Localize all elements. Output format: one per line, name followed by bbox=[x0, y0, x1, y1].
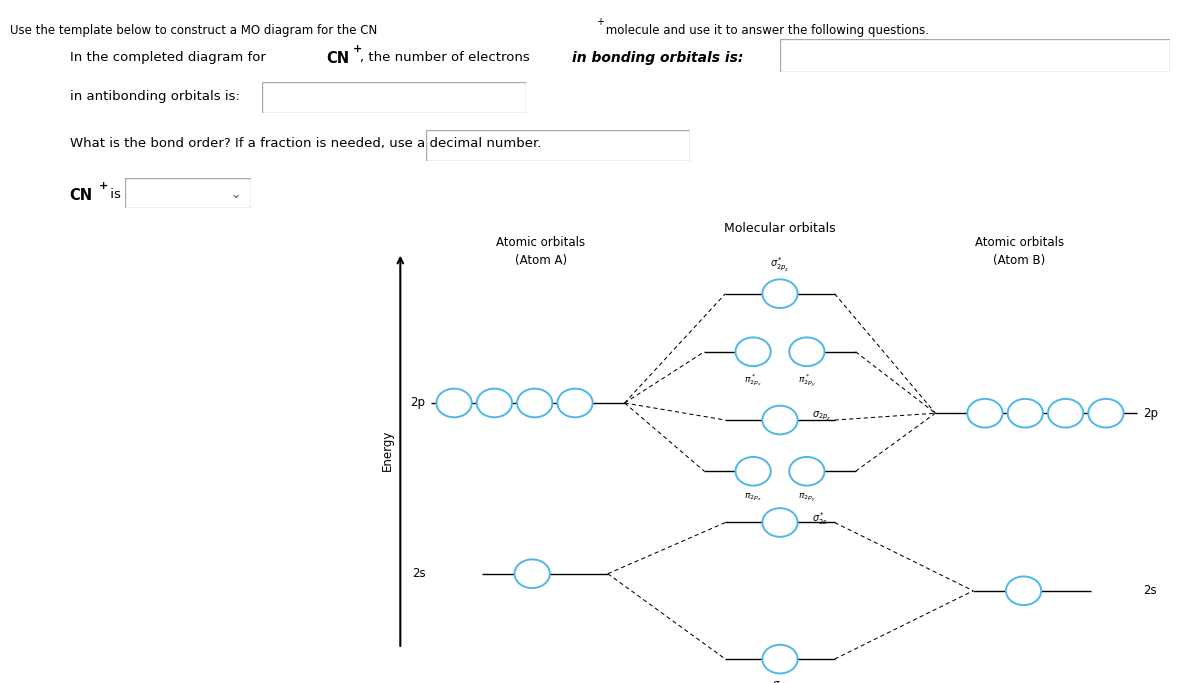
Text: Molecular orbitals: Molecular orbitals bbox=[724, 222, 836, 235]
Circle shape bbox=[437, 389, 472, 417]
Text: +: + bbox=[98, 181, 108, 191]
Text: in bonding orbitals is:: in bonding orbitals is: bbox=[572, 51, 744, 65]
Circle shape bbox=[790, 337, 824, 366]
Circle shape bbox=[517, 389, 552, 417]
Text: is: is bbox=[106, 188, 120, 201]
Circle shape bbox=[515, 559, 550, 588]
Text: $\sigma_{2p_z}$: $\sigma_{2p_z}$ bbox=[812, 410, 832, 422]
Text: $\pi_{2p_y}$: $\pi_{2p_y}$ bbox=[798, 492, 816, 504]
Text: Atomic orbitals
(Atom A): Atomic orbitals (Atom A) bbox=[496, 236, 586, 266]
Circle shape bbox=[762, 279, 798, 308]
Text: Atomic orbitals
(Atom B): Atomic orbitals (Atom B) bbox=[974, 236, 1064, 266]
Text: +: + bbox=[353, 44, 362, 55]
Text: What is the bond order? If a fraction is needed, use a decimal number.: What is the bond order? If a fraction is… bbox=[70, 137, 541, 150]
Circle shape bbox=[1008, 399, 1043, 428]
Circle shape bbox=[762, 406, 798, 434]
Text: $\pi^*_{2p_x}$: $\pi^*_{2p_x}$ bbox=[744, 372, 762, 388]
Text: $\sigma^*_{2p_z}$: $\sigma^*_{2p_z}$ bbox=[770, 255, 790, 273]
Circle shape bbox=[476, 389, 512, 417]
Text: 2s: 2s bbox=[1142, 584, 1157, 598]
Circle shape bbox=[762, 508, 798, 537]
Text: CN: CN bbox=[70, 188, 92, 203]
Circle shape bbox=[736, 457, 770, 486]
Text: CN: CN bbox=[326, 51, 349, 66]
Text: ⌄: ⌄ bbox=[230, 188, 241, 201]
Circle shape bbox=[790, 457, 824, 486]
Text: 2s: 2s bbox=[412, 567, 426, 581]
Text: 2p: 2p bbox=[410, 396, 426, 410]
Text: $\pi^*_{2p_y}$: $\pi^*_{2p_y}$ bbox=[798, 372, 816, 389]
Text: 2p: 2p bbox=[1142, 406, 1158, 420]
Circle shape bbox=[967, 399, 1003, 428]
Text: Energy: Energy bbox=[380, 430, 394, 471]
Circle shape bbox=[762, 645, 798, 673]
Text: , the number of electrons: , the number of electrons bbox=[360, 51, 529, 64]
Text: In the completed diagram for: In the completed diagram for bbox=[70, 51, 270, 64]
Text: Use the template below to construct a MO diagram for the CN: Use the template below to construct a MO… bbox=[10, 24, 377, 37]
Text: molecule and use it to answer the following questions.: molecule and use it to answer the follow… bbox=[602, 24, 930, 37]
Circle shape bbox=[1006, 576, 1042, 605]
Circle shape bbox=[736, 337, 770, 366]
Text: in antibonding orbitals is:: in antibonding orbitals is: bbox=[70, 90, 240, 103]
Text: $\sigma^*_{2s}$: $\sigma^*_{2s}$ bbox=[812, 510, 828, 527]
Circle shape bbox=[1088, 399, 1123, 428]
Circle shape bbox=[1048, 399, 1084, 428]
Text: $\pi_{2p_x}$: $\pi_{2p_x}$ bbox=[744, 492, 762, 503]
Text: +: + bbox=[596, 17, 605, 27]
Text: $\sigma_{2s}$: $\sigma_{2s}$ bbox=[772, 680, 788, 683]
Circle shape bbox=[557, 389, 593, 417]
